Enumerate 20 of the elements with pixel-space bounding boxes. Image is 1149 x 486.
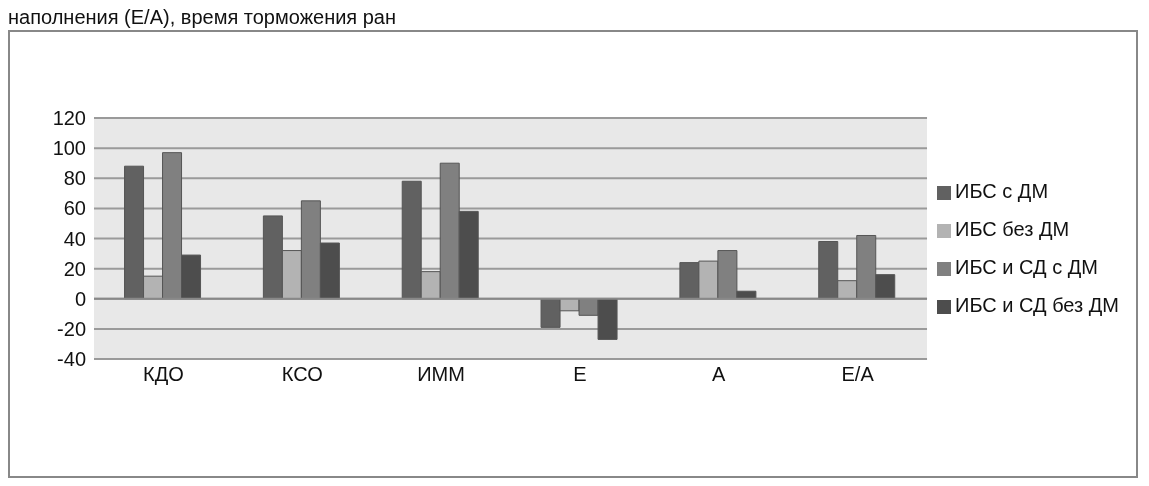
x-tick-label: Е <box>573 363 587 386</box>
y-tick-label: 120 <box>52 107 86 130</box>
x-tick-label: ИММ <box>417 363 465 386</box>
x-tick-label: А <box>712 363 727 386</box>
y-tick-label: 40 <box>63 227 86 250</box>
legend-label: ИБС без ДМ <box>955 218 1070 240</box>
y-tick-label: -40 <box>57 348 86 371</box>
legend-label: ИБС и СД без ДМ <box>955 294 1119 316</box>
legend-label: ИБС с ДМ <box>955 180 1049 202</box>
y-tick-label: 100 <box>52 137 86 160</box>
x-tick-label: КДО <box>143 363 184 386</box>
y-tick-label: 60 <box>63 197 86 220</box>
y-tick-label: 80 <box>63 167 86 190</box>
y-tick-label: 0 <box>74 287 86 310</box>
legend-label: ИБС и СД с ДМ <box>955 256 1098 278</box>
y-tick-label: 20 <box>63 257 86 280</box>
text: наполнения (Е/А), время торможения ран <box>8 6 397 28</box>
x-tick-label: КСО <box>281 363 323 386</box>
y-tick-label: -20 <box>57 317 86 340</box>
x-tick-label: Е/А <box>841 363 875 386</box>
